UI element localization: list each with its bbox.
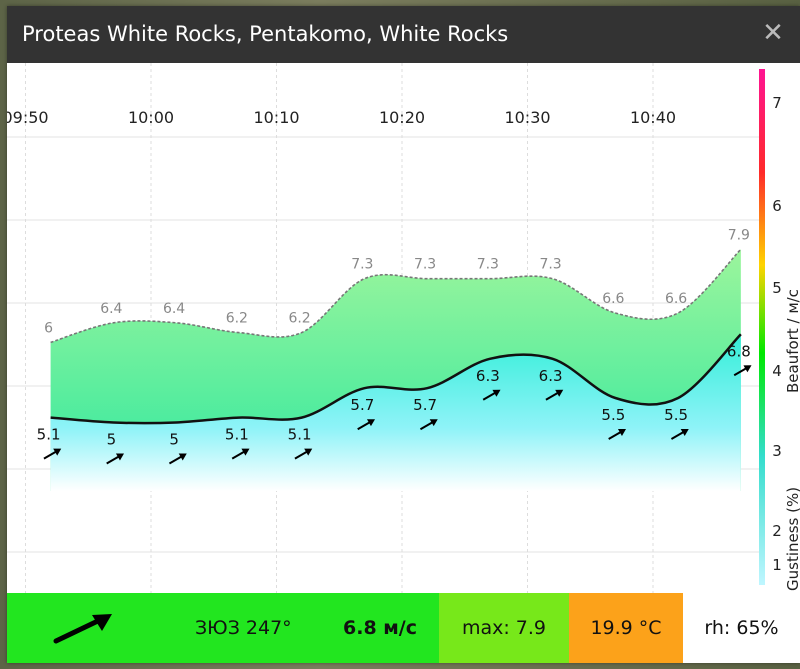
gust-value-label: 6.6 bbox=[602, 291, 624, 307]
y-axis-label-beaufort: Beaufort / м/с bbox=[784, 289, 800, 393]
gust-value-label: 7.3 bbox=[477, 257, 499, 273]
station-title: Proteas White Rocks, Pentakomo, White Ro… bbox=[22, 21, 508, 47]
beaufort-scale-bar bbox=[759, 69, 765, 585]
y-tick-label: 3 bbox=[772, 442, 782, 460]
wind-value-label: 5.1 bbox=[288, 426, 312, 444]
gust-value-label: 6.6 bbox=[665, 291, 687, 307]
wind-chart: 09:50 10:00 10:10 10:20 10:30 10:40 6 6.4 6.4 6.… bbox=[7, 63, 800, 593]
y-axis-ticks: 7 6 5 4 3 2 1 bbox=[772, 94, 782, 574]
x-tick-label: 10:10 bbox=[253, 108, 299, 127]
gust-value-label: 6.4 bbox=[163, 301, 185, 317]
gust-value-label: 6.2 bbox=[288, 311, 310, 327]
current-conditions-bar: ЗЮЗ 247° 6.8 м/с max: 7.9 19.9 °C rh: 65… bbox=[7, 593, 800, 663]
x-tick-label: 10:20 bbox=[379, 108, 425, 127]
gust-value-label: 7.3 bbox=[414, 257, 436, 273]
station-popup: Proteas White Rocks, Pentakomo, White Ro… bbox=[7, 6, 800, 663]
gust-value-label: 7.3 bbox=[539, 257, 561, 273]
x-tick-label: 10:30 bbox=[504, 108, 550, 127]
popup-header: Proteas White Rocks, Pentakomo, White Ro… bbox=[7, 6, 800, 63]
gust-value-label: 6.2 bbox=[226, 311, 248, 327]
wind-speed-text: 6.8 м/с bbox=[343, 593, 417, 663]
y-tick-label: 1 bbox=[772, 556, 782, 574]
wind-value-label: 6.8 bbox=[727, 342, 751, 360]
wind-value-label: 5 bbox=[107, 431, 117, 449]
y-tick-label: 7 bbox=[772, 94, 782, 112]
wind-value-label: 5.1 bbox=[37, 426, 61, 444]
y-tick-label: 2 bbox=[772, 522, 782, 540]
x-tick-label: 10:40 bbox=[630, 108, 676, 127]
wind-value-label: 6.3 bbox=[539, 367, 563, 385]
y-tick-label: 4 bbox=[772, 362, 782, 380]
x-tick-label: 09:50 bbox=[7, 108, 49, 127]
gust-value-label: 7.3 bbox=[351, 257, 373, 273]
close-icon[interactable]: ✕ bbox=[760, 18, 786, 48]
gust-value-label: 6.4 bbox=[100, 301, 122, 317]
gust-value-label: 7.9 bbox=[728, 227, 750, 243]
wind-arrow-icon bbox=[52, 611, 114, 645]
x-axis-ticks: 09:50 10:00 10:10 10:20 10:30 10:40 bbox=[7, 108, 676, 127]
direction-cell: ЗЮЗ 247° 6.8 м/с bbox=[7, 593, 439, 663]
wind-value-label: 5 bbox=[169, 431, 179, 449]
wind-value-label: 6.3 bbox=[476, 367, 500, 385]
y-axis-label-gustiness: Gustiness (%) bbox=[784, 487, 800, 591]
wind-value-label: 5.7 bbox=[350, 396, 374, 414]
gust-value-label: 6 bbox=[44, 320, 53, 336]
y-tick-label: 6 bbox=[772, 197, 782, 215]
wind-value-label: 5.5 bbox=[664, 406, 688, 424]
chart-areas bbox=[51, 249, 741, 491]
y-tick-label: 5 bbox=[772, 279, 782, 297]
x-tick-label: 10:00 bbox=[128, 108, 174, 127]
wind-value-label: 5.7 bbox=[413, 396, 437, 414]
humidity-cell: rh: 65% bbox=[683, 593, 800, 663]
wind-value-label: 5.5 bbox=[601, 406, 625, 424]
wind-direction-text: ЗЮЗ 247° bbox=[195, 593, 292, 663]
max-gust-cell: max: 7.9 bbox=[439, 593, 569, 663]
wind-value-label: 5.1 bbox=[225, 426, 249, 444]
temperature-cell: 19.9 °C bbox=[569, 593, 683, 663]
